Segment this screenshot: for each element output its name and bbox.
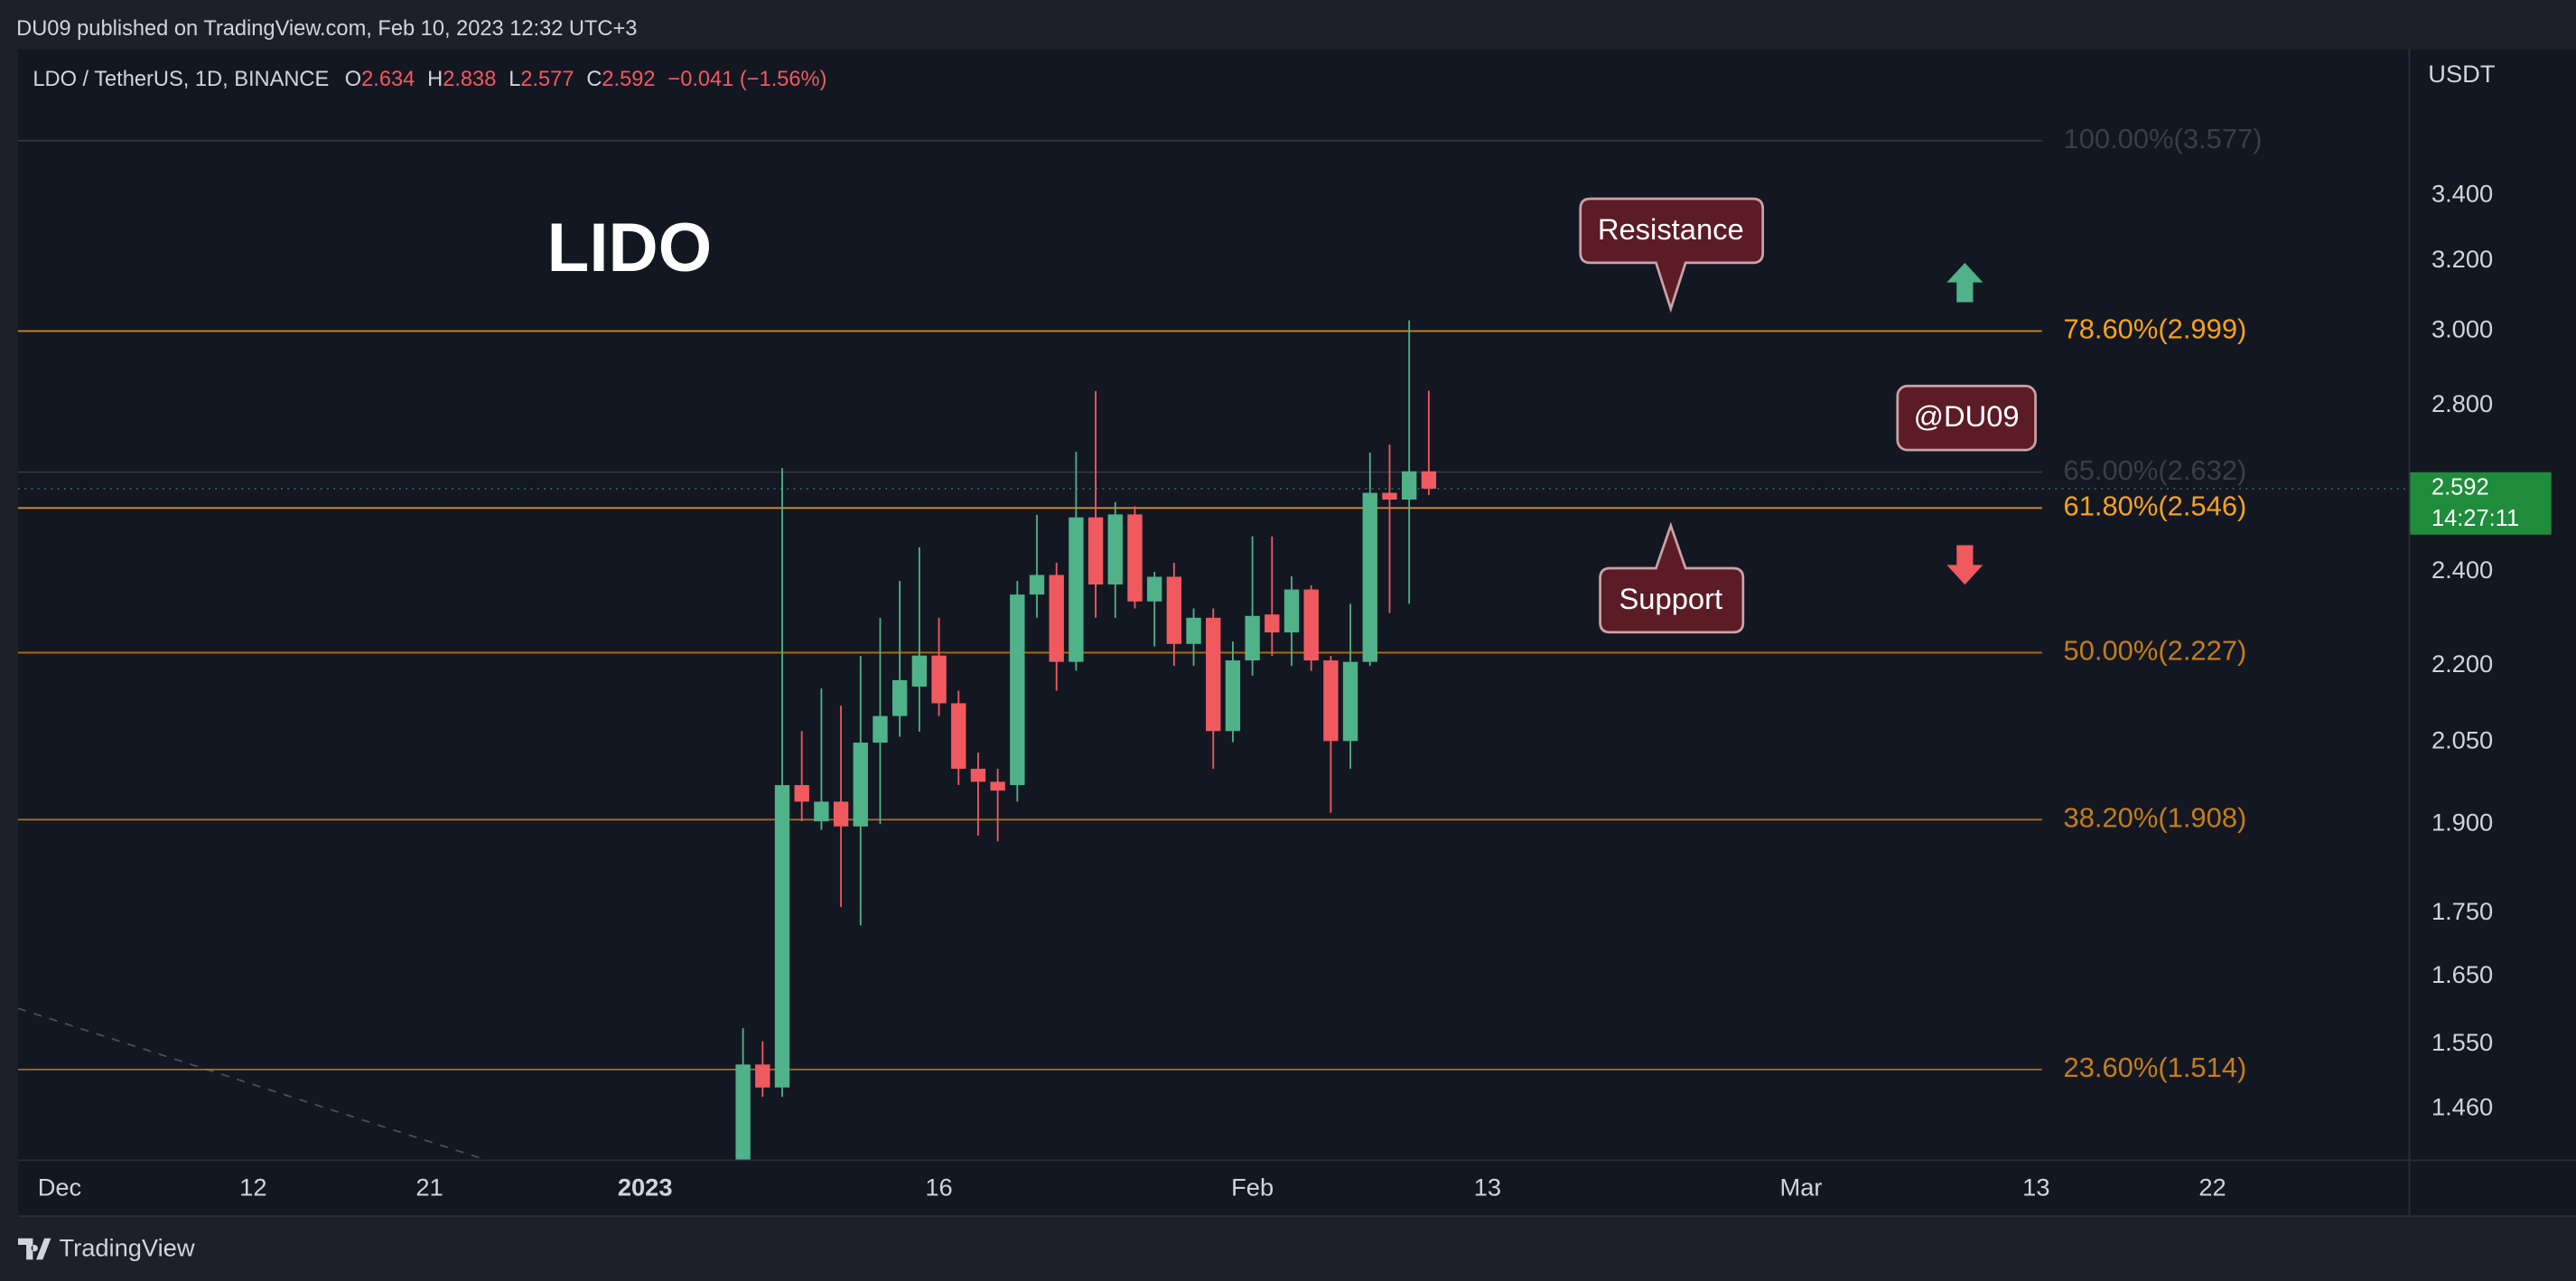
x-tick-label: 16 bbox=[925, 1173, 952, 1201]
annotation: @DU09 bbox=[1896, 384, 2037, 452]
ohlc-value: 2.577 bbox=[520, 68, 574, 91]
y-tick-label: 2.800 bbox=[2431, 389, 2493, 417]
fib-label: 100.00%(3.577) bbox=[2064, 123, 2263, 154]
candle-body bbox=[990, 781, 1005, 791]
ohlc-key: H bbox=[427, 68, 443, 91]
candle-body bbox=[951, 703, 966, 769]
x-tick-label: Dec bbox=[38, 1173, 82, 1201]
candle-body bbox=[833, 801, 849, 827]
candle-body bbox=[1107, 514, 1123, 584]
y-tick-label: 1.550 bbox=[2431, 1028, 2493, 1056]
chart-title: LIDO bbox=[547, 210, 712, 286]
candle-body bbox=[1421, 471, 1437, 489]
candle-body bbox=[1186, 617, 1201, 644]
change: −0.041 (−1.56%) bbox=[667, 68, 826, 91]
down-arrow bbox=[1946, 545, 1983, 585]
ohlc-value: 2.634 bbox=[361, 68, 415, 91]
ohlc-key: C bbox=[586, 68, 602, 91]
ohlc-key: L bbox=[509, 68, 520, 91]
candle-body bbox=[911, 655, 928, 687]
candle-body bbox=[794, 785, 809, 802]
ohlc-key: O bbox=[345, 68, 361, 91]
candles bbox=[735, 320, 1437, 1160]
candle-body bbox=[1265, 614, 1280, 633]
candle-body bbox=[1146, 576, 1162, 602]
fib-label: 50.00%(2.227) bbox=[2064, 635, 2247, 667]
ohlc-value: 2.592 bbox=[602, 68, 655, 91]
y-axis-label: USDT bbox=[2428, 60, 2496, 88]
y-tick-label: 1.650 bbox=[2431, 960, 2493, 988]
candle-body bbox=[891, 679, 908, 716]
candle-body bbox=[873, 715, 888, 743]
legend-line: LDO / TetherUS, 1D, BINANCE O2.634 H2.83… bbox=[33, 68, 826, 91]
y-tick-label: 1.750 bbox=[2431, 897, 2493, 925]
candle-body bbox=[1245, 615, 1260, 661]
candle-body bbox=[814, 801, 829, 822]
x-tick-label: Mar bbox=[1780, 1173, 1823, 1201]
candle-body bbox=[1362, 492, 1377, 662]
annotation: Resistance bbox=[1579, 197, 1765, 313]
symbol: LDO / TetherUS, 1D, BINANCE bbox=[33, 68, 329, 91]
y-tick-label: 3.400 bbox=[2431, 180, 2493, 208]
annotation: Support bbox=[1599, 521, 1745, 634]
candle-body bbox=[931, 655, 947, 704]
x-tick-label: 21 bbox=[415, 1173, 443, 1201]
price-tag-value: 2.592 bbox=[2431, 475, 2489, 500]
callout-text: Support bbox=[1619, 582, 1722, 615]
fib-label: 23.60%(1.514) bbox=[2064, 1052, 2247, 1083]
candle-body bbox=[970, 768, 986, 782]
y-tick-label: 2.400 bbox=[2431, 556, 2493, 584]
candle-body bbox=[1166, 576, 1182, 644]
candle-body bbox=[853, 743, 868, 827]
fib-label: 61.80%(2.546) bbox=[2064, 491, 2247, 522]
candle-body bbox=[1225, 660, 1241, 732]
ohlc-value: 2.838 bbox=[443, 68, 496, 91]
candle-body bbox=[1303, 589, 1319, 661]
candle-body bbox=[755, 1064, 770, 1088]
candle-body bbox=[1401, 471, 1417, 500]
candle-body bbox=[1049, 575, 1064, 662]
candle-body bbox=[1029, 575, 1045, 595]
callout-box bbox=[1579, 197, 1765, 313]
x-tick-label: 12 bbox=[239, 1173, 266, 1201]
y-tick-label: 1.900 bbox=[2431, 809, 2493, 837]
candle-body bbox=[735, 1064, 751, 1160]
y-tick-label: 2.200 bbox=[2431, 650, 2493, 678]
candle-body bbox=[1087, 517, 1104, 584]
x-tick-label: 13 bbox=[2022, 1173, 2049, 1201]
callout-text: Resistance bbox=[1598, 212, 1744, 246]
byline: DU09 published on TradingView.com, Feb 1… bbox=[16, 17, 637, 41]
fib-label: 65.00%(2.632) bbox=[2064, 454, 2247, 486]
x-tick-label: Feb bbox=[1231, 1173, 1274, 1201]
y-tick-label: 3.000 bbox=[2431, 314, 2493, 342]
fib-label: 38.20%(1.908) bbox=[2064, 801, 2247, 833]
price-tag bbox=[2410, 472, 2552, 535]
y-tick-label: 1.460 bbox=[2431, 1093, 2493, 1121]
countdown: 14:27:11 bbox=[2431, 506, 2519, 531]
x-tick-label: 13 bbox=[1474, 1173, 1501, 1201]
fib-label: 78.60%(2.999) bbox=[2064, 313, 2247, 345]
y-tick-label: 3.200 bbox=[2431, 245, 2493, 273]
candle-body bbox=[1206, 617, 1221, 732]
candle-body bbox=[1382, 492, 1397, 500]
x-tick-label: 2023 bbox=[618, 1173, 673, 1201]
candle-body bbox=[1283, 589, 1300, 633]
y-tick-label: 2.050 bbox=[2431, 726, 2493, 754]
brand: TradingView bbox=[59, 1234, 194, 1262]
callout-text: @DU09 bbox=[1914, 399, 2020, 433]
candle-body bbox=[1127, 514, 1143, 602]
callout-box bbox=[1599, 521, 1745, 634]
candle-body bbox=[774, 785, 790, 1088]
footer: TradingView bbox=[18, 1234, 195, 1262]
candle-body bbox=[1342, 661, 1358, 742]
candle-body bbox=[1323, 660, 1339, 742]
callout-box bbox=[1896, 384, 2037, 452]
x-tick-label: 22 bbox=[2198, 1173, 2226, 1201]
candle-body bbox=[1010, 594, 1025, 786]
candle-body bbox=[1069, 517, 1084, 662]
up-arrow bbox=[1946, 262, 1983, 303]
